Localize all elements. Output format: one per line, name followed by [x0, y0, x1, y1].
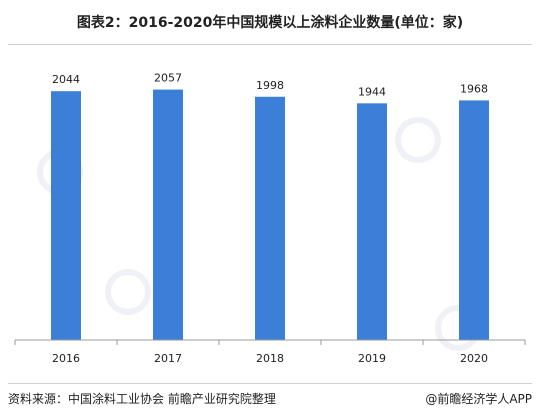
x-tick-label-2019: 2019: [358, 352, 386, 365]
title-divider: [8, 44, 532, 45]
bar-series: [51, 89, 489, 340]
x-tick-label-2020: 2020: [460, 352, 488, 365]
value-labels: 2044 2057 1998 1944 1968: [52, 72, 488, 99]
value-label-2016: 2044: [52, 73, 80, 86]
credit-note: @前瞻经济学人APP: [425, 392, 532, 406]
x-axis-ticks: [14, 340, 526, 345]
bar-2018: [255, 96, 285, 340]
bar-2020: [459, 100, 489, 340]
value-label-2017: 2057: [154, 72, 182, 85]
x-axis-tick-labels: 2016 2017 2018 2019 2020: [52, 352, 488, 365]
bar-2019: [357, 103, 387, 340]
x-tick-label-2016: 2016: [52, 352, 80, 365]
x-tick-label-2017: 2017: [154, 352, 182, 365]
chart-title: 图表2：2016-2020年中国规模以上涂料企业数量(单位：家): [76, 15, 464, 31]
bar-2017: [153, 89, 183, 340]
source-note: 资料来源：中国涂料工业协会 前瞻产业研究院整理: [8, 392, 276, 406]
value-label-2019: 1944: [358, 85, 386, 98]
x-tick-label-2018: 2018: [256, 352, 284, 365]
bar-2016: [51, 91, 81, 340]
value-label-2020: 1968: [460, 82, 488, 95]
value-label-2018: 1998: [256, 79, 284, 92]
footer-divider: [8, 383, 532, 384]
